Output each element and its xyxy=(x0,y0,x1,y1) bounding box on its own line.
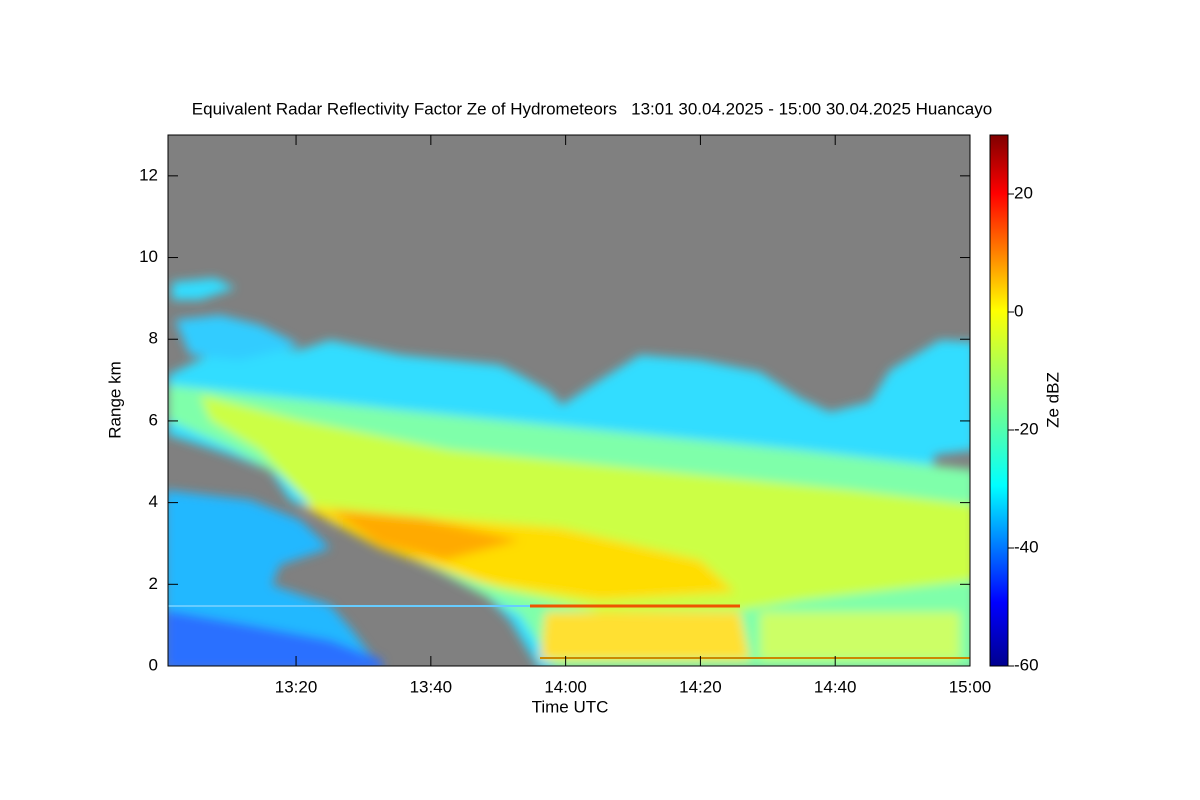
y-tick-label: 4 xyxy=(149,492,158,511)
colorbar-tick-label: -20 xyxy=(1014,419,1039,438)
x-tick-label: 14:40 xyxy=(814,677,857,696)
colorbar-tick-label: 0 xyxy=(1014,301,1023,320)
y-tick-label: 6 xyxy=(149,410,158,429)
colorbar-label: Ze dBZ xyxy=(1043,372,1062,428)
x-tick-label: 13:20 xyxy=(275,677,318,696)
y-axis-label: Range km xyxy=(105,361,124,438)
y-tick-label: 8 xyxy=(149,329,158,348)
y-tick-label: 2 xyxy=(149,574,158,593)
plot-frame xyxy=(167,134,971,667)
reflectivity-field xyxy=(168,278,970,666)
y-tick-label: 0 xyxy=(149,655,158,674)
y-tick-label: 10 xyxy=(139,247,158,266)
x-tick-label: 14:20 xyxy=(679,677,722,696)
colorbar-tick-label: -60 xyxy=(1014,655,1039,674)
colorbar-tick-label: -40 xyxy=(1014,537,1039,556)
x-tick-label: 15:00 xyxy=(949,677,992,696)
x-axis-label: Time UTC xyxy=(532,697,609,716)
colorbar xyxy=(989,134,1009,667)
y-tick-label: 12 xyxy=(139,165,158,184)
colorbar-tick-label: 20 xyxy=(1014,183,1033,202)
chart-title: Equivalent Radar Reflectivity Factor Ze … xyxy=(192,99,992,118)
x-tick-label: 13:40 xyxy=(410,677,453,696)
x-tick-label: 14:00 xyxy=(544,677,587,696)
